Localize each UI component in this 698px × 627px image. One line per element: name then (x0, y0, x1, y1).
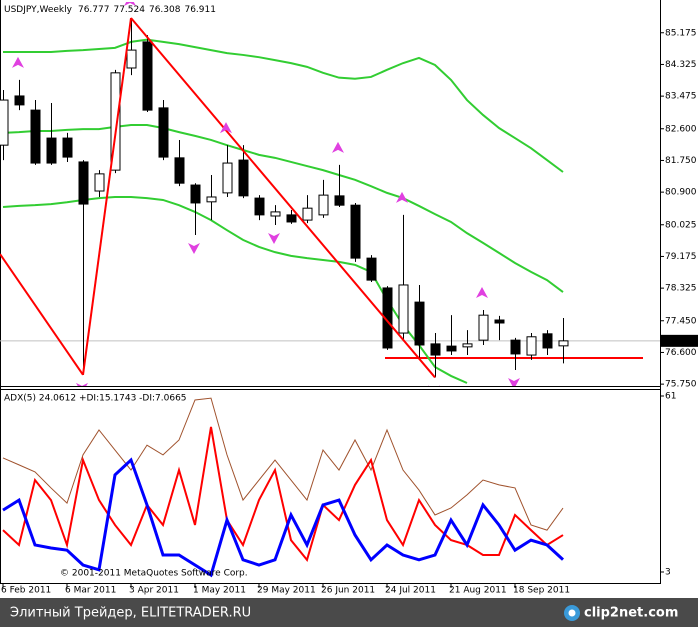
candle-body (254, 197, 265, 216)
candle-body (382, 287, 393, 349)
y-tick-label: 76.600 (665, 348, 697, 358)
low-value: 76.308 (149, 5, 181, 15)
candle-body (94, 173, 105, 192)
y-tick-label: 80.025 (665, 220, 697, 230)
candle-body (302, 207, 313, 221)
candle-body (334, 195, 345, 206)
candle-body (78, 161, 89, 205)
fractal-arrow (396, 191, 408, 203)
series-line (3, 38, 564, 173)
candle-body (414, 301, 425, 346)
logo-icon (568, 609, 576, 617)
candle-body (366, 257, 377, 281)
series-line (2, 397, 564, 531)
y-tick-label: 79.175 (665, 252, 697, 262)
fractal-arrow (332, 141, 344, 153)
last-price-label: 76.911 (664, 336, 696, 346)
y-tick-label: 82.600 (665, 124, 697, 134)
series-line (2, 124, 564, 293)
candle-body (190, 184, 201, 204)
candle-body (430, 343, 441, 356)
x-tick-label: 21 Aug 2011 (449, 586, 507, 596)
y-tick-label: 83.475 (665, 92, 697, 102)
y-tick-label: 3 (665, 567, 671, 577)
candle-body (542, 333, 553, 349)
candle-body (350, 204, 361, 259)
candle-body (318, 194, 329, 216)
y-tick-label: 85.175 (665, 28, 697, 38)
candle-body (158, 107, 169, 158)
copyright: © 2001-2011 MetaQuotes Software Corp. (60, 569, 248, 579)
candle-body (14, 95, 25, 106)
last-price-box (661, 334, 698, 347)
fractal-arrow (268, 232, 280, 244)
candle-body (222, 162, 233, 194)
candle-body (510, 339, 521, 355)
x-tick-label: 26 Jun 2011 (321, 586, 375, 596)
high-value: 77.524 (113, 5, 145, 15)
open-value: 76.777 (78, 5, 110, 15)
candle-body (0, 99, 9, 146)
zigzag-segment (82, 17, 132, 375)
candle-body (462, 343, 473, 348)
x-tick-label: 1 May 2011 (193, 586, 246, 596)
fractal-arrow (508, 377, 520, 386)
y-tick-label: 75.750 (665, 380, 697, 390)
candle-body (526, 336, 537, 356)
candle-body (238, 159, 249, 197)
fractal-arrow (220, 122, 232, 134)
zigzag-segment (130, 17, 436, 379)
x-tick-label: 6 Mar 2011 (65, 586, 116, 596)
x-tick-label: 18 Sep 2011 (513, 586, 570, 596)
candle-body (174, 157, 185, 184)
x-tick-label: 6 Feb 2011 (1, 586, 51, 596)
y-tick-label: 80.900 (665, 188, 697, 198)
candle-body (110, 72, 121, 171)
fractal-arrow (124, 2, 136, 7)
candle-body (126, 49, 137, 69)
y-tick-label: 77.450 (665, 316, 697, 326)
y-tick-label: 84.325 (665, 60, 697, 70)
footer-bar (0, 598, 698, 627)
candle-body (494, 319, 505, 324)
symbol: USDJPY,Weekly (4, 5, 73, 15)
candle-body (30, 109, 41, 164)
footer-logo: clip2net.com (584, 606, 678, 621)
candle-body (46, 137, 57, 164)
candle-body (270, 211, 281, 217)
y-tick-label: 78.325 (665, 284, 697, 294)
x-tick-label: 29 May 2011 (257, 586, 316, 596)
candle-body (446, 345, 457, 352)
candle-body (398, 284, 409, 334)
candle-body (478, 314, 489, 341)
candle-body (286, 214, 297, 223)
fractal-arrow (476, 286, 488, 298)
x-tick-label: 3 Apr 2011 (129, 586, 179, 596)
series-line (2, 457, 565, 578)
zigzag-segment (0, 253, 84, 376)
candle-body (62, 137, 73, 158)
candle-body (558, 340, 569, 347)
chart-title: USDJPY,Weekly 76.777 77.524 76.308 76.911 (4, 5, 216, 15)
candle-body (142, 41, 153, 111)
adx-plot (2, 397, 565, 578)
close-value: 76.911 (184, 5, 216, 15)
indicator-title: ADX(5) 24.0612 +DI:15.1743 -DI:7.0665 (4, 394, 187, 404)
candle-body (206, 196, 217, 203)
texts: USDJPY,Weekly 76.777 77.524 76.308 76.911 AD… (1, 5, 698, 596)
price-plot (0, 2, 660, 386)
fractal-arrow (188, 243, 200, 255)
footer-caption: Элитный Трейдер, ELITETRADER.RU (10, 606, 251, 621)
y-tick-label: 81.750 (665, 156, 697, 166)
fractal-arrow (76, 382, 88, 386)
fractal-arrow (12, 56, 24, 68)
y-tick-label: 61 (665, 392, 676, 402)
x-tick-label: 24 Jul 2011 (385, 586, 436, 596)
series-line (2, 426, 564, 562)
